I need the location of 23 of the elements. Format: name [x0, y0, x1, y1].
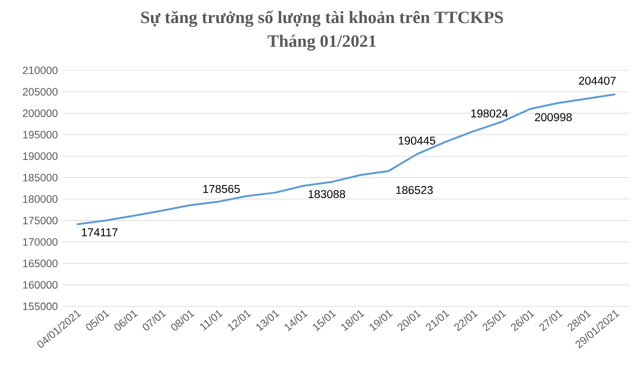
- y-tick-label: 160000: [23, 281, 58, 289]
- data-label: 204407: [578, 76, 616, 85]
- data-label: 198024: [471, 109, 508, 118]
- data-label: 178565: [203, 184, 240, 193]
- y-tick-label: 165000: [23, 260, 58, 268]
- y-tick-label: 210000: [22, 66, 58, 74]
- line-series: [76, 93, 616, 226]
- y-tick-label: 175000: [23, 216, 58, 224]
- y-tick-label: 180000: [23, 195, 58, 203]
- y-tick-label: 155000: [23, 302, 58, 310]
- y-tick-label: 200000: [22, 109, 58, 118]
- y-tick-label: 205000: [22, 88, 58, 96]
- data-label: 190445: [398, 136, 436, 145]
- y-tick-label: 170000: [23, 238, 58, 246]
- y-tick-label: 190000: [23, 152, 58, 160]
- data-label: 186523: [396, 186, 433, 194]
- y-tick-label: 195000: [23, 130, 58, 138]
- data-label: 183088: [308, 190, 346, 198]
- y-tick-label: 185000: [23, 174, 58, 182]
- chart-title: Sự tăng trưởng số lượng tài khoản trên TTCKPS: [141, 10, 503, 27]
- data-label: 174117: [82, 228, 118, 236]
- data-label: 200998: [535, 113, 572, 122]
- chart-subtitle: Tháng 01/2021: [268, 34, 376, 51]
